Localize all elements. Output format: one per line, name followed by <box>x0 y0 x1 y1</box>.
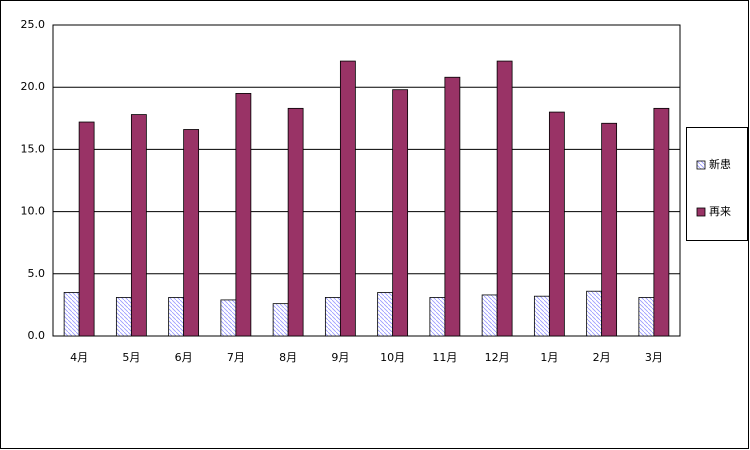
bar <box>377 292 394 337</box>
x-tick-label: 9月 <box>331 351 349 364</box>
legend-label: 新患 <box>709 157 731 171</box>
x-tick-label: 8月 <box>279 351 297 364</box>
x-tick-label: 12月 <box>485 351 510 364</box>
y-tick-label: 15.0 <box>21 142 46 155</box>
x-tick-label: 1月 <box>540 351 558 364</box>
x-tick-label: 11月 <box>432 351 457 364</box>
bar <box>235 93 252 337</box>
x-tick-label: 7月 <box>227 351 245 364</box>
bar <box>63 292 80 337</box>
legend-swatch <box>696 207 706 217</box>
bar <box>653 107 670 337</box>
legend-swatch <box>696 160 706 170</box>
bar <box>586 290 603 337</box>
bar <box>272 303 289 337</box>
bar <box>548 111 565 337</box>
bar <box>168 297 185 337</box>
bar <box>130 114 147 337</box>
bar <box>429 297 446 337</box>
bar <box>601 122 618 337</box>
x-tick-label: 10月 <box>380 351 405 364</box>
x-tick-label: 2月 <box>593 351 611 364</box>
bar <box>638 297 655 337</box>
x-tick-label: 6月 <box>175 351 193 364</box>
plot-area <box>52 24 681 337</box>
y-tick-label: 10.0 <box>21 205 46 218</box>
bar <box>444 76 461 337</box>
legend-label: 再来 <box>709 205 731 218</box>
bar <box>496 60 513 337</box>
bar <box>78 121 95 337</box>
y-tick-label: 0.0 <box>28 329 46 342</box>
bar <box>287 107 304 337</box>
bar <box>324 297 341 337</box>
bar <box>220 299 237 337</box>
x-tick-label: 3月 <box>645 351 663 364</box>
bar <box>533 295 550 337</box>
bar <box>183 129 200 337</box>
x-tick-label: 4月 <box>70 351 88 364</box>
y-tick-label: 25.0 <box>21 18 46 31</box>
x-tick-label: 5月 <box>122 351 140 364</box>
bar <box>339 60 356 337</box>
bar <box>392 89 409 337</box>
y-tick-label: 5.0 <box>28 267 46 280</box>
bar <box>481 294 498 337</box>
bar <box>115 297 132 337</box>
y-tick-label: 20.0 <box>21 80 46 93</box>
legend-box <box>686 127 748 241</box>
